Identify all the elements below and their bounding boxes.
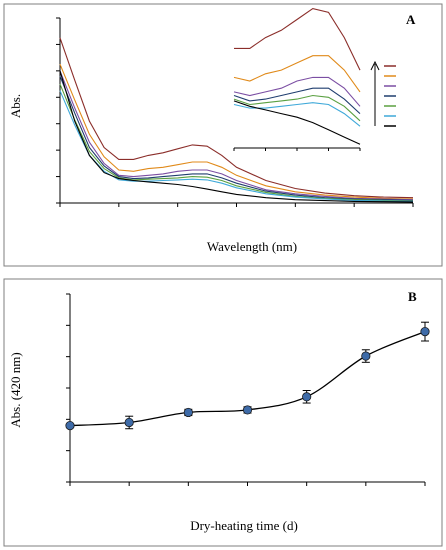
panel-a-series-line-2d [59,83,414,202]
panel-a-frame [3,3,443,267]
panel-a-inset [233,8,361,151]
panel-b-data-point [420,326,430,337]
panel-a-inset-series-line-2d [233,94,361,122]
panel-a-inset-series-line-5d [233,55,361,93]
panel-b-y-axis-title: Abs. (420 nm) [8,352,23,427]
panel-a-axes [56,17,414,207]
panel-b-absorbance-vs-time: B Dry-heating time (d) Abs. (420 nm) [3,278,443,547]
panel-a-inset-series-line-0d [233,100,361,145]
panel-b-data-point [361,351,371,361]
panel-b-x-axis-title: Dry-heating time (d) [190,518,298,533]
panel-a-x-axis-title: Wavelength (nm) [207,239,297,254]
panel-a-legend [370,60,396,127]
panel-b-letter: B [408,289,417,304]
panel-b-frame [3,278,443,547]
panel-b-data-point [124,417,134,428]
panel-a-series-line-6d [59,37,414,199]
panel-a-series-line-4d [59,70,414,201]
panel-a-inset-series-line-6d [234,8,361,71]
panel-b-axes [66,293,426,486]
panel-a-absorption-spectra: A Wavelength (nm) Abs. [3,3,443,267]
panel-a-inset-series-line-4d [233,76,361,107]
panel-a-series-line-1d [59,90,414,202]
panel-b-series [65,321,430,431]
panel-b-data-point [65,420,75,431]
panel-b-data-point [242,405,253,415]
panel-a-inset-series-line-3d [233,87,361,115]
panel-a-series-line-3d [59,75,414,201]
panel-a-series-line-5d [59,63,414,200]
panel-b-data-point [302,392,312,402]
panel-a-series-line-0d [59,70,414,203]
panel-a-y-axis-title: Abs. [8,94,23,118]
panel-a-legend-arrow-head [370,60,380,71]
panel-a-inset-series-line-1d [233,102,361,127]
panel-a-series [59,37,414,203]
panel-b-data-point [183,407,193,418]
panel-a-letter: A [406,12,416,27]
